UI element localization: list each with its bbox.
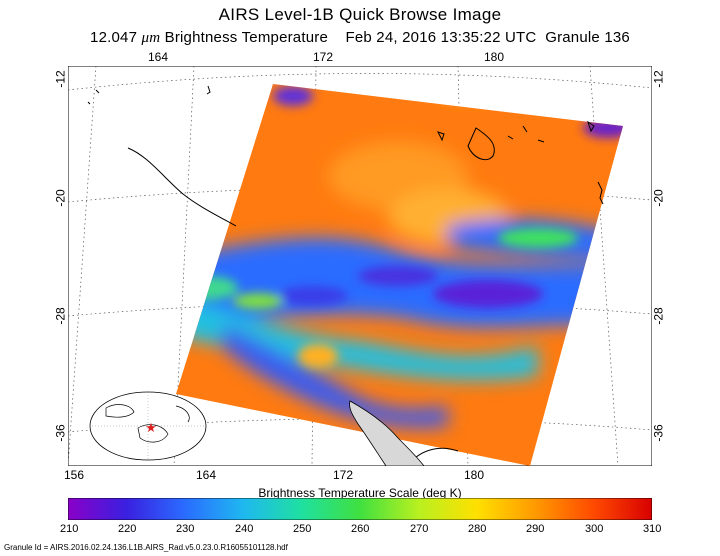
new-zealand-land <box>349 400 425 466</box>
image-subtitle: 12.047 μm Brightness Temperature Feb 24,… <box>0 29 720 47</box>
lat-tick-left-20: -20 <box>53 189 68 207</box>
granule-id-footer: Granule Id = AIRS.2016.02.24.136.L1B.AIR… <box>4 543 288 552</box>
lat-tick-left-12: -12 <box>53 70 68 88</box>
lat-tick-right-28: -28 <box>651 307 666 325</box>
lon-tick-bottom-156: 156 <box>64 468 85 482</box>
colorbar-label-270: 270 <box>410 523 429 535</box>
colorbar-title: Brightness Temperature Scale (deg K) <box>258 486 462 500</box>
colorbar <box>68 498 652 520</box>
colorbar-label-310: 310 <box>643 523 662 535</box>
lon-tick-bottom-164: 164 <box>196 468 217 482</box>
lon-tick-bottom-180: 180 <box>464 468 485 482</box>
lat-tick-right-12: -12 <box>651 70 666 88</box>
lat-tick-left-28: -28 <box>53 307 68 325</box>
colorbar-label-260: 260 <box>351 523 370 535</box>
quantity-unit: μm <box>141 30 161 46</box>
quantity-suffix: Brightness Temperature <box>160 29 328 46</box>
lat-tick-left-36: -36 <box>53 424 68 442</box>
brightness-temperature-map: ★ <box>68 66 652 466</box>
quantity-prefix: 12.047 <box>90 29 142 46</box>
colorbar-label-210: 210 <box>60 523 79 535</box>
colorbar-label-290: 290 <box>526 523 545 535</box>
colorbar-label-230: 230 <box>176 523 195 535</box>
lon-tick-bottom-172: 172 <box>333 468 354 482</box>
granule-label: Granule 136 <box>545 29 630 46</box>
inset-location-marker: ★ <box>145 420 157 435</box>
colorbar-label-220: 220 <box>118 523 137 535</box>
colorbar-label-300: 300 <box>585 523 604 535</box>
inset-globe-map: ★ <box>89 391 207 461</box>
lon-tick-top-180: 180 <box>484 50 505 64</box>
image-title: AIRS Level-1B Quick Browse Image <box>218 5 502 24</box>
lon-tick-top-172: 172 <box>313 50 334 64</box>
lat-tick-right-20: -20 <box>651 189 666 207</box>
observation-date: Feb 24, 2016 13:35:22 UTC <box>345 29 537 46</box>
colorbar-label-280: 280 <box>468 523 487 535</box>
colorbar-label-240: 240 <box>235 523 254 535</box>
lat-tick-right-36: -36 <box>651 424 666 442</box>
lon-tick-top-164: 164 <box>148 50 169 64</box>
colorbar-label-250: 250 <box>293 523 312 535</box>
